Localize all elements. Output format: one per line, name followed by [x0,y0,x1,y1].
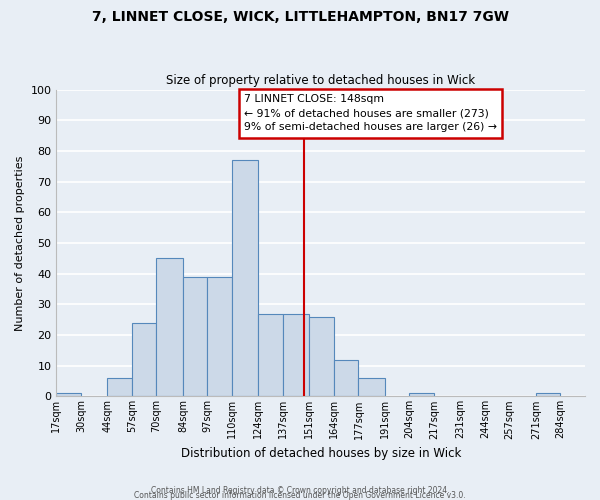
Bar [409,394,434,396]
Text: Contains HM Land Registry data © Crown copyright and database right 2024.: Contains HM Land Registry data © Crown c… [151,486,449,495]
Title: Size of property relative to detached houses in Wick: Size of property relative to detached ho… [166,74,475,87]
Bar [358,378,385,396]
Text: 7, LINNET CLOSE, WICK, LITTLEHAMPTON, BN17 7GW: 7, LINNET CLOSE, WICK, LITTLEHAMPTON, BN… [91,10,509,24]
Bar [310,316,334,396]
Bar [283,314,310,396]
Bar [157,258,183,396]
Text: 7 LINNET CLOSE: 148sqm
← 91% of detached houses are smaller (273)
9% of semi-det: 7 LINNET CLOSE: 148sqm ← 91% of detached… [244,94,497,132]
X-axis label: Distribution of detached houses by size in Wick: Distribution of detached houses by size … [181,447,461,460]
Bar [208,276,232,396]
Bar [536,394,560,396]
Text: Contains public sector information licensed under the Open Government Licence v3: Contains public sector information licen… [134,490,466,500]
Bar [132,322,157,396]
Bar [232,160,259,396]
Y-axis label: Number of detached properties: Number of detached properties [15,156,25,330]
Bar [183,276,208,396]
Bar [334,360,358,397]
Bar [259,314,283,396]
Bar [107,378,132,396]
Bar [56,394,81,396]
